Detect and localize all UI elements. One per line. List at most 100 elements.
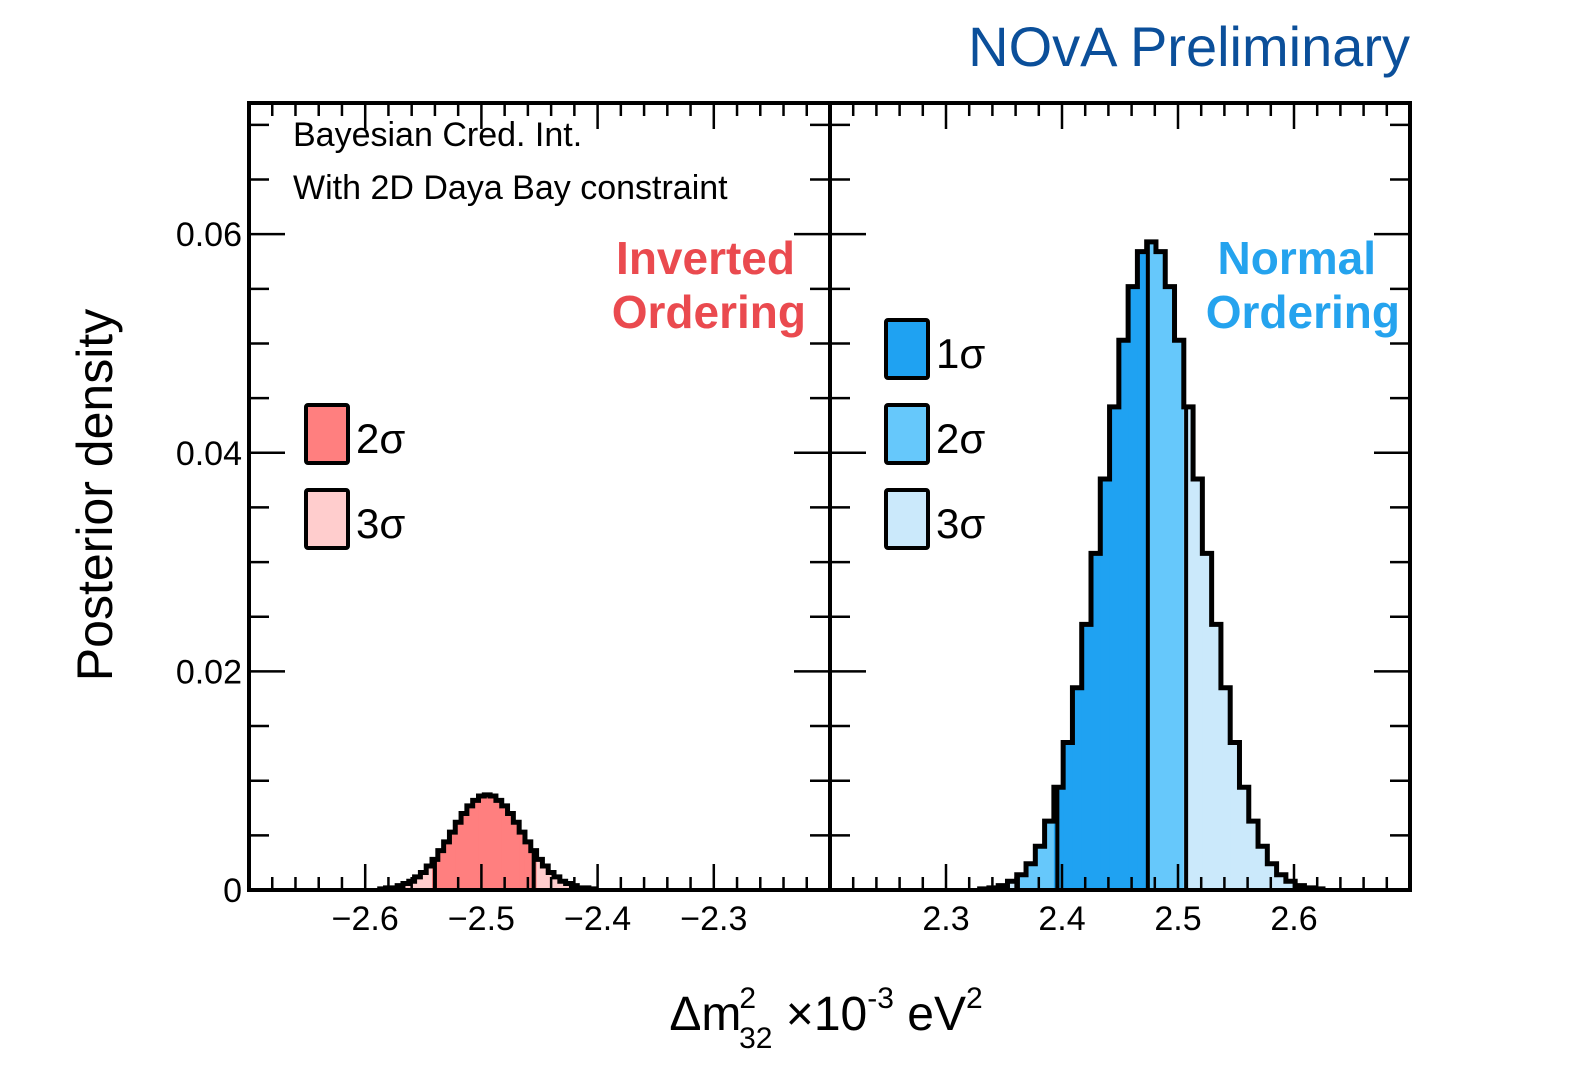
histogram-bar bbox=[1026, 863, 1036, 890]
x-label-sup: 2 bbox=[739, 982, 756, 1015]
ordering-label: Normal bbox=[1218, 232, 1376, 284]
histogram-bar bbox=[1072, 687, 1083, 890]
x-tick-label: 2.4 bbox=[1038, 900, 1085, 938]
histogram-bar bbox=[1183, 406, 1194, 890]
histogram-bar bbox=[507, 813, 514, 890]
histogram-bar bbox=[1267, 863, 1278, 890]
ordering-label: Inverted bbox=[616, 232, 795, 284]
histogram-bar bbox=[443, 841, 450, 890]
histogram-bar bbox=[1211, 624, 1222, 890]
histogram-bar bbox=[1091, 553, 1101, 890]
legend: 1σ 2σ 3σ bbox=[884, 318, 985, 550]
x-tick-label: −2.5 bbox=[448, 900, 515, 938]
histogram-bar bbox=[437, 850, 445, 890]
x-tick-label: −2.3 bbox=[680, 900, 747, 938]
histogram-bar bbox=[1285, 881, 1296, 890]
histogram-bar bbox=[1100, 479, 1111, 890]
y-tick-label: 0.02 bbox=[176, 653, 242, 691]
histogram-bar bbox=[1155, 251, 1166, 891]
annotation-text: Bayesian Cred. Int. bbox=[293, 116, 582, 154]
x-label-delta-m: Δm bbox=[669, 988, 741, 1041]
histogram-bar bbox=[490, 795, 497, 890]
histogram-bar bbox=[1174, 340, 1185, 890]
histogram-bar bbox=[536, 859, 543, 890]
histogram-bar bbox=[554, 876, 561, 890]
histogram-bar bbox=[559, 881, 567, 890]
legend-label: 3σ bbox=[936, 500, 985, 547]
legend: 2σ 3σ bbox=[304, 403, 405, 550]
histogram-bar bbox=[1202, 553, 1213, 890]
x-tick-label: −2.6 bbox=[332, 900, 399, 938]
y-tick-label: 0.06 bbox=[176, 216, 242, 254]
histogram-bar bbox=[1035, 846, 1046, 890]
histogram-bar bbox=[542, 865, 549, 890]
x-tick-label: −2.4 bbox=[564, 900, 631, 938]
histogram-bar bbox=[513, 822, 520, 890]
histogram-bar bbox=[1165, 286, 1176, 891]
histogram-bar bbox=[1146, 241, 1157, 890]
histogram-bar bbox=[1239, 787, 1250, 890]
histogram-bar bbox=[484, 794, 491, 890]
legend-swatch bbox=[304, 403, 350, 465]
histogram-bar bbox=[1016, 874, 1027, 890]
histogram-bar bbox=[1230, 742, 1240, 890]
histogram-bar bbox=[402, 883, 410, 890]
legend-swatch bbox=[884, 488, 930, 550]
x-label-unit-exp: 2 bbox=[966, 982, 983, 1015]
legend-label: 1σ bbox=[936, 330, 985, 377]
histogram-bar bbox=[1081, 624, 1092, 890]
legend-swatch bbox=[884, 318, 930, 380]
x-tick-label: 2.5 bbox=[1154, 900, 1201, 938]
histogram-outline bbox=[377, 792, 598, 892]
histogram-bar bbox=[472, 800, 479, 890]
histogram-bar bbox=[1109, 406, 1120, 890]
histogram-bar bbox=[420, 872, 427, 890]
y-axis-label: Posterior density bbox=[67, 309, 123, 681]
legend-label: 2σ bbox=[936, 415, 985, 462]
histogram-bar bbox=[495, 800, 503, 890]
experiment-label: NOvA Preliminary bbox=[968, 15, 1410, 78]
histogram-bar bbox=[1044, 821, 1055, 890]
annotation-text: With 2D Daya Bay constraint bbox=[293, 169, 728, 207]
x-tick-label: 2.6 bbox=[1270, 900, 1317, 938]
x-label-unit: eV bbox=[894, 988, 966, 1041]
legend-label: 3σ bbox=[356, 500, 405, 547]
histogram-bar bbox=[455, 822, 462, 890]
y-tick-label: 0.04 bbox=[176, 435, 242, 473]
histogram-bar bbox=[501, 805, 509, 890]
histogram-bar bbox=[1007, 881, 1018, 890]
histogram-outline bbox=[977, 239, 1326, 892]
histogram-bar bbox=[466, 805, 474, 890]
legend-swatch bbox=[304, 488, 350, 550]
x-tick-label: 2.3 bbox=[922, 900, 969, 938]
histogram-bar bbox=[478, 795, 485, 890]
histogram-bar bbox=[1248, 821, 1259, 890]
histogram-bar bbox=[449, 832, 456, 890]
y-tick-label: 0 bbox=[223, 872, 242, 910]
ordering-label: Ordering bbox=[612, 286, 806, 338]
histogram-bar bbox=[1137, 251, 1148, 891]
x-label-times: ×10 bbox=[772, 988, 867, 1041]
histogram-bar bbox=[1193, 479, 1203, 890]
histogram-bar bbox=[1063, 742, 1073, 890]
histogram-bar bbox=[414, 876, 421, 890]
histogram-bar bbox=[1220, 687, 1231, 890]
histogram-bar bbox=[1276, 874, 1287, 890]
x-label-exp: -3 bbox=[867, 982, 894, 1015]
x-axis-label: Δm2 32 ×10-3 eV2 bbox=[669, 982, 982, 1055]
ordering-label: Ordering bbox=[1206, 286, 1400, 338]
histogram-bar bbox=[461, 813, 468, 890]
histogram-bar bbox=[1128, 286, 1138, 891]
histogram-bar bbox=[565, 883, 572, 890]
histogram-bar bbox=[426, 865, 433, 890]
histogram-bar bbox=[524, 841, 532, 890]
legend-swatch bbox=[884, 403, 930, 465]
histogram-bar bbox=[519, 832, 526, 890]
legend-label: 2σ bbox=[356, 415, 405, 462]
panel-left: −2.6 −2.5 −2.4 −2.3 0 0.02 0.04 0.06 Bayesian Cr… bbox=[176, 101, 832, 938]
plot-frame bbox=[828, 101, 1412, 892]
histogram-bar bbox=[1118, 340, 1129, 890]
